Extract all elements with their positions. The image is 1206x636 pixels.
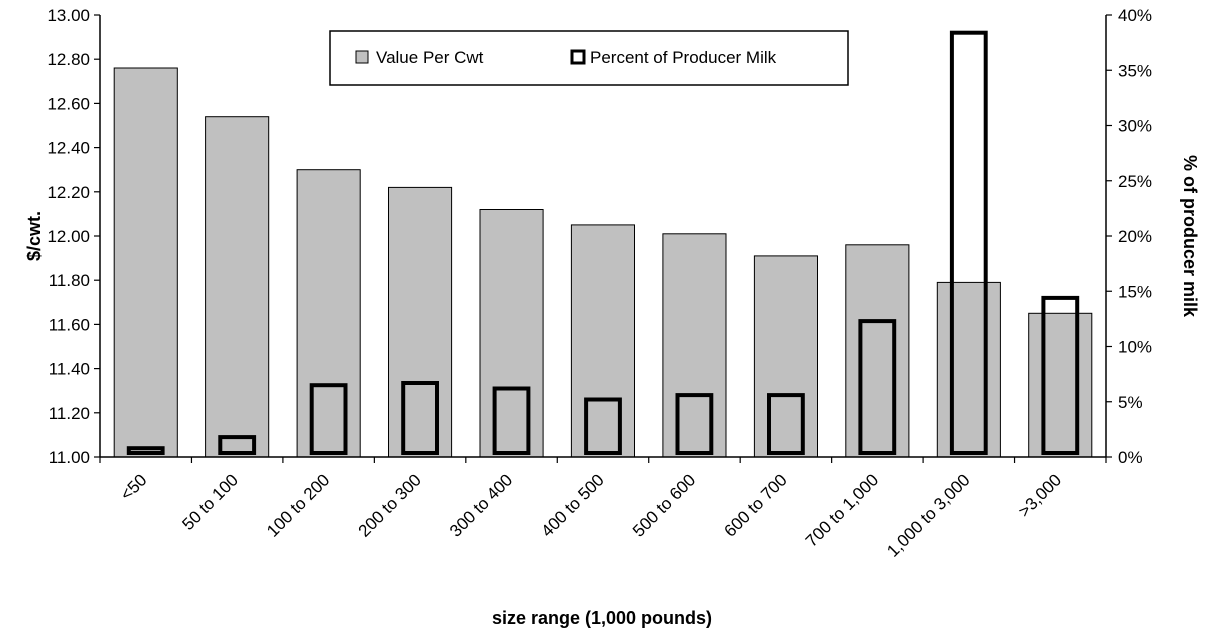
value-bar	[662, 233, 727, 458]
y-tick-label: 11.00	[49, 448, 90, 467]
legend-swatch-value	[355, 50, 369, 64]
x-tick-label: 100 to 200	[263, 470, 333, 540]
y-tick-label: 11.20	[49, 404, 90, 423]
y2-tick-label: 25%	[1118, 172, 1152, 191]
y-tick-label: 11.40	[49, 360, 90, 379]
legend: Value Per Cwt Percent of Producer Milk	[329, 30, 849, 86]
y-tick-label: 11.80	[49, 271, 90, 290]
value-bar	[1028, 312, 1093, 458]
x-tick-label: 500 to 600	[629, 470, 699, 540]
percent-bar	[858, 319, 897, 455]
y-tick-label: 11.60	[49, 315, 90, 334]
left-axis-ticks: 11.00 11.20 11.40 11.60 11.80 12.00 12.20 12.40…	[47, 6, 100, 467]
percent-bar	[218, 435, 257, 456]
x-tick-label: 300 to 400	[446, 470, 516, 540]
x-tick-label: 400 to 500	[538, 470, 608, 540]
percent-bar	[126, 446, 165, 456]
value-bar	[753, 255, 819, 458]
x-tick-label: 600 to 700	[720, 470, 790, 540]
value-bar	[205, 116, 270, 458]
x-axis-title: size range (1,000 pounds)	[492, 608, 712, 628]
value-bar	[570, 224, 636, 458]
percent-bar	[584, 397, 622, 455]
y-tick-label: 12.40	[47, 139, 90, 158]
y-tick-label: 12.60	[47, 94, 90, 113]
y2-tick-label: 40%	[1118, 6, 1152, 25]
legend-label-percent: Percent of Producer Milk	[590, 48, 777, 67]
value-bar	[479, 209, 544, 458]
y2-tick-label: 5%	[1118, 393, 1143, 412]
y-tick-label: 12.80	[47, 50, 90, 69]
percent-bar	[949, 30, 988, 455]
y2-axis-title: % of producer milk	[1180, 155, 1200, 318]
y-tick-label: 12.00	[47, 227, 90, 246]
percent-bar	[492, 386, 531, 455]
value-bar	[936, 281, 1001, 458]
percent-bar	[1041, 295, 1080, 455]
percent-bar	[309, 383, 348, 456]
y-axis-title: $/cwt.	[24, 211, 44, 261]
x-tick-label: 1,000 to 3,000	[883, 470, 973, 560]
value-bar	[296, 169, 361, 458]
value-bar	[845, 244, 910, 458]
y-tick-label: 12.20	[47, 183, 90, 202]
x-tick-label: 200 to 300	[355, 470, 425, 540]
value-bar	[388, 186, 453, 458]
legend-swatch-percent	[570, 49, 586, 65]
x-tick-label: >3,000	[1015, 470, 1066, 521]
y2-tick-label: 15%	[1118, 282, 1152, 301]
percent-bar	[401, 381, 440, 455]
y2-tick-label: 20%	[1118, 227, 1152, 246]
y2-tick-label: 35%	[1118, 61, 1152, 80]
x-axis-ticks: <50 50 to 100 100 to 200 200 to 300 300 to 4…	[99, 457, 1107, 561]
percent-bar	[675, 393, 714, 456]
x-tick-label: <50	[117, 470, 151, 504]
right-axis-ticks: 0% 5% 10% 15% 20% 25% 30% 35% 40%	[1106, 6, 1152, 467]
y2-tick-label: 10%	[1118, 338, 1152, 357]
legend-label-value: Value Per Cwt	[376, 48, 484, 67]
y2-tick-label: 0%	[1118, 448, 1143, 467]
y2-tick-label: 30%	[1118, 117, 1152, 136]
percent-bar	[767, 393, 805, 456]
legend-box	[329, 30, 849, 86]
value-bar	[113, 67, 178, 458]
x-tick-label: 700 to 1,000	[802, 470, 882, 550]
value-bars	[113, 67, 1093, 458]
x-tick-label: 50 to 100	[178, 470, 242, 534]
percent-bars	[126, 30, 1080, 456]
y-tick-label: 13.00	[47, 6, 90, 25]
